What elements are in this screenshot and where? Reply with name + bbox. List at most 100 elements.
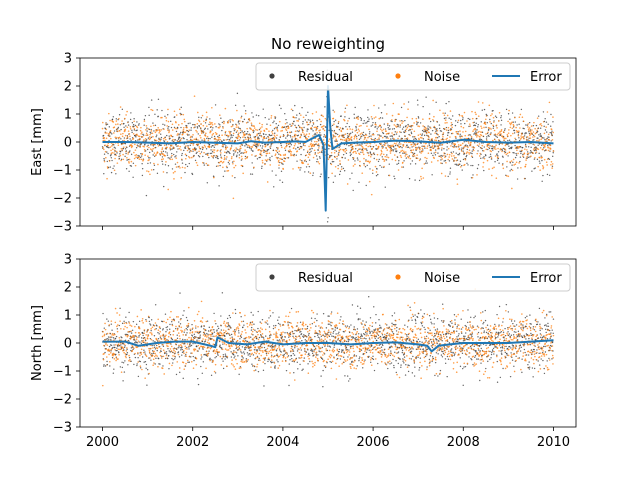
- residual-point: [181, 154, 183, 157]
- residual-point: [223, 139, 225, 141]
- residual-point: [383, 135, 386, 138]
- noise-point: [442, 135, 444, 138]
- residual-point: [221, 121, 224, 124]
- noise-point: [179, 337, 181, 340]
- residual-point: [163, 336, 165, 338]
- residual-point: [362, 131, 365, 134]
- residual-point: [319, 123, 322, 126]
- noise-point: [146, 170, 148, 172]
- residual-point: [507, 139, 509, 142]
- noise-point: [162, 343, 164, 346]
- residual-point: [188, 134, 190, 136]
- residual-point: [245, 358, 248, 360]
- noise-point: [184, 131, 187, 134]
- residual-point: [309, 119, 311, 121]
- residual-point: [455, 152, 457, 154]
- noise-point: [387, 137, 389, 140]
- residual-point: [358, 134, 360, 137]
- residual-point: [131, 329, 134, 331]
- residual-point: [269, 334, 271, 337]
- residual-point: [259, 345, 262, 347]
- residual-point: [318, 156, 321, 158]
- residual-point: [110, 132, 112, 134]
- residual-point: [189, 329, 192, 332]
- residual-point: [173, 153, 175, 156]
- noise-point: [527, 128, 530, 131]
- noise-point: [480, 134, 483, 137]
- noise-point: [116, 130, 119, 133]
- residual-point: [367, 116, 369, 119]
- noise-point: [248, 118, 251, 120]
- noise-point: [385, 147, 388, 150]
- noise-point: [233, 365, 235, 368]
- residual-point: [435, 130, 437, 133]
- noise-point: [129, 358, 131, 361]
- noise-point: [110, 149, 112, 152]
- noise-point: [182, 113, 185, 116]
- noise-point: [414, 143, 417, 146]
- noise-point: [196, 131, 198, 133]
- noise-point: [281, 126, 284, 129]
- residual-point: [152, 352, 155, 355]
- noise-point: [161, 148, 163, 151]
- residual-point: [264, 362, 266, 365]
- residual-point: [465, 155, 467, 158]
- residual-point: [536, 158, 539, 161]
- noise-point: [215, 138, 217, 141]
- residual-point: [128, 356, 131, 359]
- residual-point: [257, 310, 259, 313]
- noise-point: [350, 136, 353, 138]
- residual-point: [487, 144, 489, 147]
- residual-point: [148, 316, 150, 319]
- residual-point: [203, 325, 206, 327]
- residual-point: [135, 335, 137, 337]
- residual-point: [181, 162, 184, 164]
- noise-point: [167, 335, 170, 338]
- residual-point: [370, 135, 372, 137]
- residual-point: [299, 142, 302, 145]
- noise-point: [247, 144, 249, 146]
- residual-point: [496, 153, 498, 155]
- residual-point: [177, 138, 180, 140]
- noise-point: [362, 153, 365, 156]
- residual-point: [121, 336, 123, 339]
- residual-point: [330, 154, 333, 157]
- residual-point: [410, 131, 413, 133]
- noise-point: [316, 127, 319, 130]
- residual-point: [201, 340, 204, 343]
- noise-point: [145, 134, 147, 137]
- noise-point: [497, 132, 500, 135]
- residual-point: [284, 113, 286, 115]
- noise-point: [420, 178, 423, 180]
- residual-point: [548, 136, 550, 138]
- residual-point: [439, 155, 441, 158]
- noise-point: [275, 150, 278, 152]
- residual-point: [183, 149, 185, 152]
- noise-point: [434, 139, 436, 141]
- residual-point: [128, 151, 131, 153]
- noise-point: [146, 337, 149, 340]
- residual-point: [155, 328, 157, 330]
- noise-point: [472, 138, 475, 141]
- residual-point: [392, 148, 394, 151]
- noise-point: [267, 136, 270, 139]
- residual-point: [495, 116, 498, 119]
- noise-point: [258, 352, 260, 355]
- noise-point: [244, 112, 247, 115]
- y-tick-label: −2: [53, 192, 72, 207]
- noise-point: [283, 147, 286, 150]
- noise-point: [405, 146, 407, 148]
- noise-point: [269, 146, 271, 148]
- noise-point: [300, 147, 303, 149]
- residual-point: [171, 148, 173, 150]
- noise-point: [157, 343, 160, 346]
- noise-point: [223, 341, 225, 344]
- noise-point: [351, 128, 354, 131]
- noise-point: [406, 126, 409, 129]
- error-line: [102, 85, 554, 212]
- noise-point: [544, 146, 546, 148]
- noise-point: [298, 167, 300, 169]
- noise-point: [426, 129, 429, 132]
- noise-point: [208, 146, 211, 148]
- noise-point: [310, 127, 313, 129]
